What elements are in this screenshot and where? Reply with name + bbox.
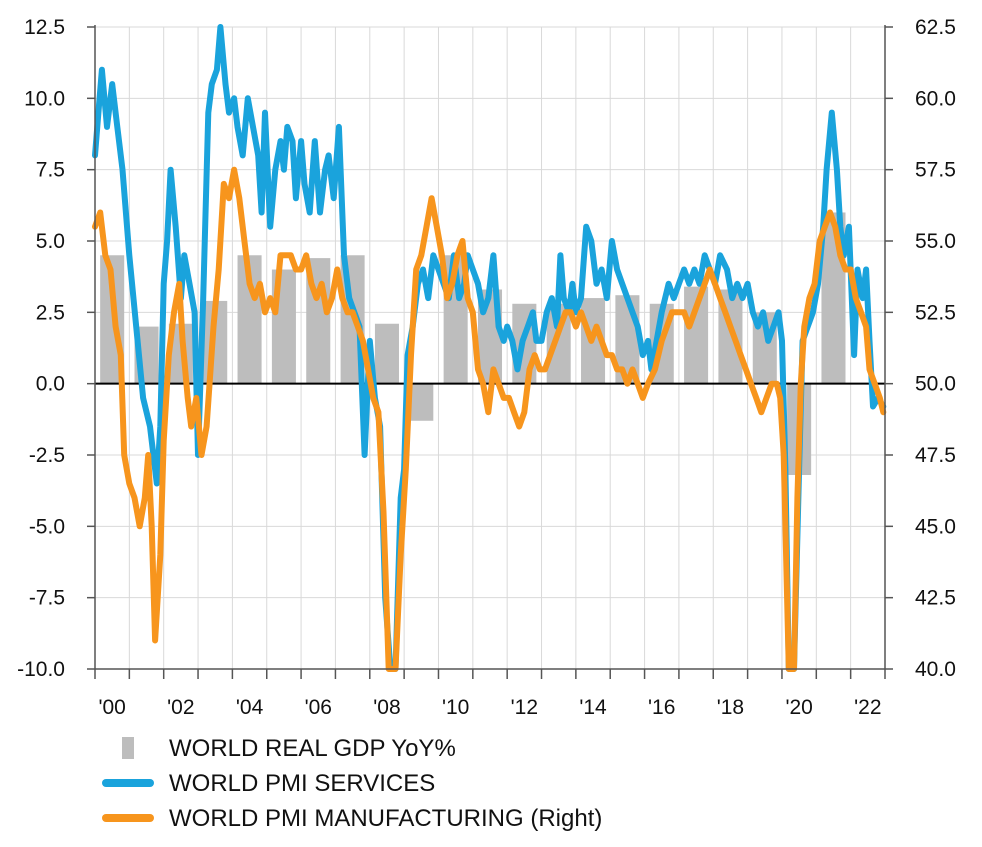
x-tick-label: '12 xyxy=(511,696,538,719)
left-tick-label: -2.5 xyxy=(29,444,65,467)
legend-label-services: WORLD PMI SERVICES xyxy=(169,770,436,797)
x-tick-label: '14 xyxy=(579,696,607,719)
pmi-lines xyxy=(92,24,887,672)
left-tick-label: -7.5 xyxy=(29,587,65,610)
x-tick-label: '04 xyxy=(236,696,264,719)
legend-swatch-gdp xyxy=(122,737,134,759)
axes xyxy=(87,25,893,679)
left-tick-label: 0.0 xyxy=(36,373,65,396)
left-tick-label: 2.5 xyxy=(36,301,65,324)
right-tick-label: 52.5 xyxy=(915,301,956,324)
left-tick-label: 7.5 xyxy=(36,159,65,182)
left-tick-label: 10.0 xyxy=(24,87,65,110)
x-tick-label: '08 xyxy=(373,696,400,719)
x-tick-label: '00 xyxy=(98,696,125,719)
gdp-bar xyxy=(374,323,399,384)
x-tick-label: '10 xyxy=(442,696,469,719)
left-tick-label: -10.0 xyxy=(17,658,65,681)
manufacturing-line xyxy=(92,166,887,672)
gdp-bar xyxy=(409,383,434,421)
gdp-bars xyxy=(100,212,846,475)
right-tick-label: 55.0 xyxy=(915,230,956,253)
right-tick-label: 57.5 xyxy=(915,159,956,182)
right-tick-label: 50.0 xyxy=(915,373,956,396)
services-line xyxy=(92,24,887,672)
legend-label-gdp: WORLD REAL GDP YoY% xyxy=(169,735,456,762)
right-tick-label: 45.0 xyxy=(915,515,956,538)
left-tick-label: 5.0 xyxy=(36,230,65,253)
right-tick-label: 47.5 xyxy=(915,444,956,467)
x-tick-label: '22 xyxy=(854,696,881,719)
left-tick-label: -5.0 xyxy=(29,515,65,538)
left-tick-label: 12.5 xyxy=(24,16,65,39)
x-tick-label: '18 xyxy=(717,696,744,719)
legend-swatch-services xyxy=(102,779,154,787)
x-tick-label: '02 xyxy=(167,696,194,719)
x-tick-label: '16 xyxy=(648,696,675,719)
tick-labels: 12.5 10.0 7.5 5.0 2.5 0.0 -2.5 -5.0 -7.5 -10.0 62.… xyxy=(17,16,956,719)
legend-label-manufacturing: WORLD PMI MANUFACTURING (Right) xyxy=(169,805,603,832)
right-tick-label: 40.0 xyxy=(915,658,956,681)
x-tick-label: '20 xyxy=(785,696,812,719)
legend-swatch-manufacturing xyxy=(102,814,154,822)
right-tick-label: 60.0 xyxy=(915,87,956,110)
x-tick-label: '06 xyxy=(305,696,332,719)
right-tick-label: 62.5 xyxy=(915,16,956,39)
right-tick-label: 42.5 xyxy=(915,587,956,610)
chart: 12.5 10.0 7.5 5.0 2.5 0.0 -2.5 -5.0 -7.5 -10.0 62.… xyxy=(17,16,956,719)
